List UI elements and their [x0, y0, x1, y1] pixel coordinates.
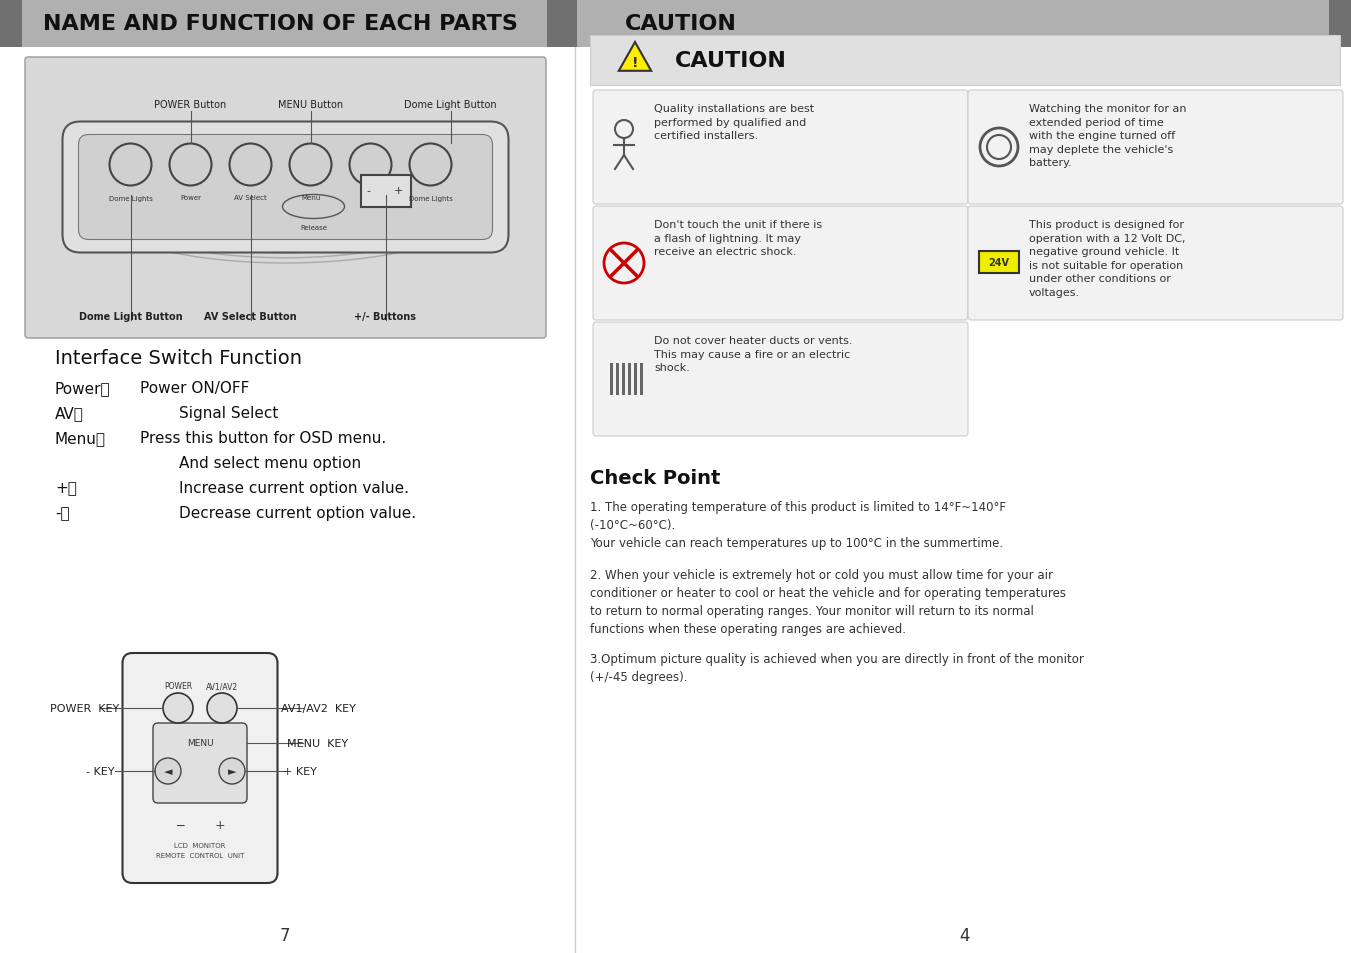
FancyBboxPatch shape [969, 91, 1343, 205]
Text: 2. When your vehicle is extremely hot or cold you must allow time for your air
c: 2. When your vehicle is extremely hot or… [590, 568, 1066, 636]
Text: Increase current option value.: Increase current option value. [141, 480, 409, 496]
Circle shape [289, 144, 331, 186]
Text: Interface Switch Function: Interface Switch Function [55, 349, 303, 368]
Text: +: + [393, 186, 403, 196]
FancyBboxPatch shape [78, 135, 493, 240]
Bar [628, 364, 631, 395]
Bar [616, 364, 619, 395]
Text: Signal Select: Signal Select [141, 406, 278, 420]
Bar [621, 364, 626, 395]
Text: Menu: Menu [301, 195, 320, 201]
FancyBboxPatch shape [153, 723, 247, 803]
Bar [640, 364, 643, 395]
Ellipse shape [282, 195, 345, 219]
Text: - KEY: - KEY [85, 766, 115, 776]
Text: CAUTION: CAUTION [626, 14, 736, 34]
Text: Do not cover heater ducts or vents.
This may cause a fire or an electric
shock.: Do not cover heater ducts or vents. This… [654, 335, 852, 373]
Text: Check Point: Check Point [590, 469, 720, 488]
Text: Don't touch the unit if there is
a flash of lightning. It may
receive an electri: Don't touch the unit if there is a flash… [654, 220, 823, 257]
Text: CAUTION: CAUTION [676, 51, 786, 71]
Text: Release: Release [300, 225, 327, 232]
FancyBboxPatch shape [593, 91, 969, 205]
Text: 7: 7 [280, 926, 290, 944]
Bar [979, 252, 1019, 274]
Text: Power：: Power： [55, 380, 111, 395]
FancyBboxPatch shape [62, 122, 508, 253]
Text: Power ON/OFF: Power ON/OFF [141, 380, 250, 395]
Text: +/- Buttons: +/- Buttons [354, 312, 416, 322]
Text: 3.Optimum picture quality is achieved when you are directly in front of the moni: 3.Optimum picture quality is achieved wh… [590, 652, 1084, 683]
Circle shape [207, 693, 236, 723]
Text: NAME AND FUNCTION OF EACH PARTS: NAME AND FUNCTION OF EACH PARTS [43, 14, 517, 34]
Text: MENU  KEY: MENU KEY [288, 739, 349, 748]
Text: MENU Button: MENU Button [278, 100, 343, 110]
Circle shape [169, 144, 212, 186]
Text: AV Select: AV Select [234, 195, 267, 201]
Text: REMOTE  CONTROL  UNIT: REMOTE CONTROL UNIT [155, 852, 245, 858]
Circle shape [409, 144, 451, 186]
Text: Menu：: Menu： [55, 431, 105, 446]
Text: AV Select Button: AV Select Button [204, 312, 297, 322]
Bar [611, 364, 613, 395]
FancyBboxPatch shape [969, 207, 1343, 320]
FancyBboxPatch shape [593, 207, 969, 320]
Bar [361, 175, 411, 208]
Polygon shape [619, 43, 651, 71]
FancyBboxPatch shape [593, 323, 969, 436]
Text: Quality installations are best
performed by qualified and
certified installers.: Quality installations are best performed… [654, 104, 815, 141]
Bar [547, 0, 577, 48]
Text: POWER  KEY: POWER KEY [50, 703, 120, 713]
Text: Dome Lights: Dome Lights [108, 195, 153, 201]
FancyBboxPatch shape [123, 654, 277, 883]
Text: AV1/AV2: AV1/AV2 [205, 681, 238, 690]
Text: Dome Light Button: Dome Light Button [78, 312, 182, 322]
Text: +：: +： [55, 480, 77, 496]
Text: -：: -： [55, 505, 70, 520]
Bar [590, 36, 1340, 86]
Text: MENU: MENU [186, 739, 213, 748]
Text: Press this button for OSD menu.: Press this button for OSD menu. [141, 431, 386, 446]
Text: AV：: AV： [55, 406, 84, 420]
Text: Dome Light Button: Dome Light Button [404, 100, 497, 110]
Bar [0, 0, 22, 48]
Bar [0, 0, 1351, 48]
Circle shape [350, 144, 392, 186]
Bar [1329, 0, 1351, 48]
Text: ►: ► [228, 766, 236, 776]
Circle shape [163, 693, 193, 723]
Text: POWER: POWER [163, 681, 192, 690]
Text: -: - [366, 186, 370, 196]
Text: POWER Button: POWER Button [154, 100, 227, 110]
FancyBboxPatch shape [26, 58, 546, 338]
Text: This product is designed for
operation with a 12 Volt DC,
negative ground vehicl: This product is designed for operation w… [1029, 220, 1185, 297]
Text: 4: 4 [959, 926, 970, 944]
Text: Dome Lights: Dome Lights [408, 195, 453, 201]
Text: +: + [215, 819, 226, 832]
Text: 1. The operating temperature of this product is limited to 14°F~140°F
(-10°C~60°: 1. The operating temperature of this pro… [590, 500, 1006, 550]
Bar [634, 364, 638, 395]
Text: And select menu option: And select menu option [141, 456, 361, 471]
Circle shape [230, 144, 272, 186]
Circle shape [109, 144, 151, 186]
Circle shape [219, 759, 245, 784]
Circle shape [155, 759, 181, 784]
Text: Decrease current option value.: Decrease current option value. [141, 505, 416, 520]
Text: AV1/AV2  KEY: AV1/AV2 KEY [281, 703, 355, 713]
Text: + KEY: + KEY [284, 766, 317, 776]
Text: Watching the monitor for an
extended period of time
with the engine turned off
m: Watching the monitor for an extended per… [1029, 104, 1186, 169]
Text: !: ! [632, 56, 638, 70]
Text: LCD  MONITOR: LCD MONITOR [174, 842, 226, 848]
Text: ◄: ◄ [163, 766, 172, 776]
Text: ─: ─ [176, 819, 184, 832]
Text: Power: Power [180, 195, 201, 201]
Text: 24V: 24V [989, 257, 1009, 268]
